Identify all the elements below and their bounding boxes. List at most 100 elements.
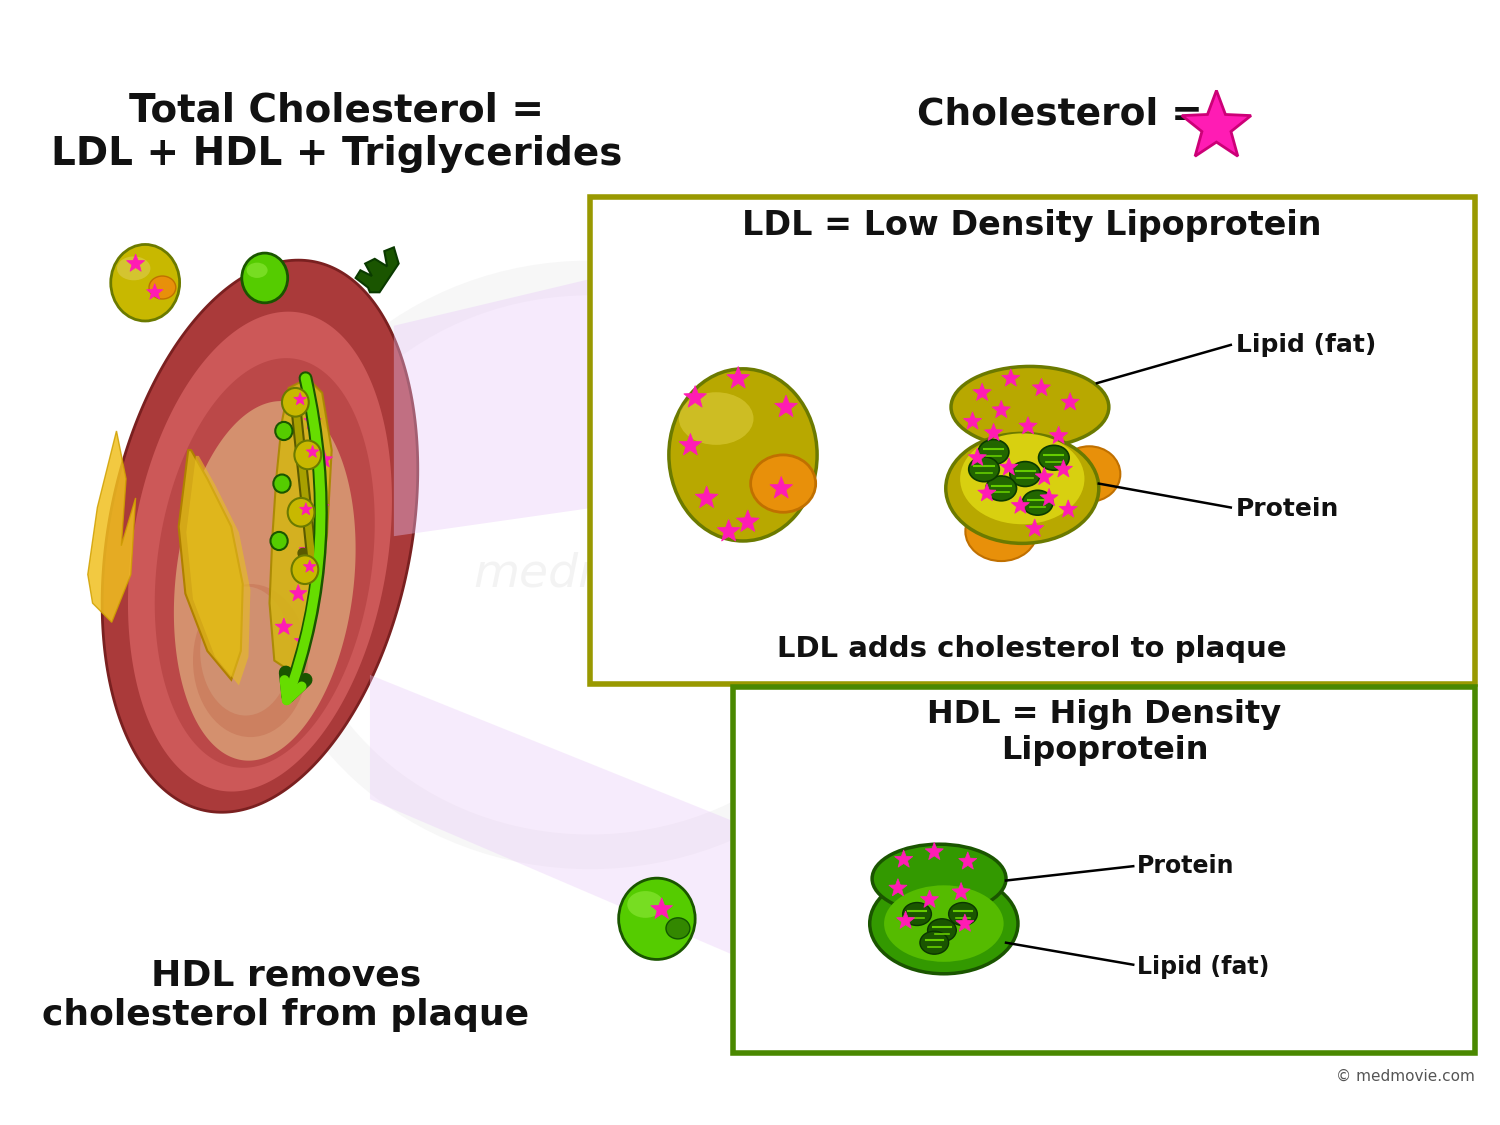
Ellipse shape [111, 244, 180, 321]
Polygon shape [717, 520, 740, 541]
Text: © medmovie.com: © medmovie.com [1336, 1069, 1474, 1083]
Ellipse shape [117, 256, 150, 280]
Polygon shape [736, 510, 759, 531]
Polygon shape [370, 675, 738, 957]
Ellipse shape [1058, 447, 1120, 502]
Polygon shape [897, 911, 915, 928]
Polygon shape [1035, 467, 1053, 485]
Polygon shape [1002, 369, 1020, 386]
Polygon shape [774, 395, 798, 416]
Ellipse shape [627, 891, 663, 918]
Polygon shape [274, 618, 292, 634]
Polygon shape [680, 433, 702, 454]
Text: LDL = Low Density Lipoprotein: LDL = Low Density Lipoprotein [742, 209, 1322, 242]
Text: Total Cholesterol =
LDL + HDL + Triglycerides: Total Cholesterol = LDL + HDL + Triglyce… [51, 91, 622, 173]
Polygon shape [154, 358, 375, 768]
Text: HDL removes
cholesterol from plaque: HDL removes cholesterol from plaque [42, 958, 530, 1032]
Ellipse shape [871, 844, 1006, 914]
Polygon shape [696, 486, 718, 507]
Polygon shape [284, 398, 300, 414]
Ellipse shape [969, 457, 999, 482]
Ellipse shape [246, 262, 267, 278]
Polygon shape [1019, 416, 1036, 434]
Polygon shape [270, 378, 332, 670]
Ellipse shape [948, 902, 978, 926]
Ellipse shape [194, 584, 308, 737]
Ellipse shape [1023, 490, 1053, 515]
Polygon shape [300, 503, 312, 515]
Polygon shape [1040, 488, 1058, 505]
FancyBboxPatch shape [734, 687, 1474, 1053]
Text: HDL = High Density
Lipoprotein: HDL = High Density Lipoprotein [927, 699, 1281, 766]
Polygon shape [306, 446, 320, 458]
Polygon shape [1000, 458, 1018, 475]
Ellipse shape [870, 873, 1018, 974]
Polygon shape [1026, 519, 1044, 537]
Polygon shape [956, 914, 974, 932]
Ellipse shape [750, 455, 816, 512]
Polygon shape [728, 367, 750, 388]
Text: medmovie.com: medmovie.com [474, 552, 840, 597]
Polygon shape [921, 890, 939, 908]
Ellipse shape [960, 433, 1084, 524]
Ellipse shape [148, 276, 176, 299]
Text: LDL adds cholesterol to plaque: LDL adds cholesterol to plaque [777, 634, 1287, 663]
Polygon shape [88, 431, 135, 622]
Polygon shape [298, 541, 316, 558]
Polygon shape [958, 852, 976, 870]
Text: Lipid (fat): Lipid (fat) [1236, 333, 1376, 357]
Ellipse shape [966, 502, 1036, 561]
Polygon shape [356, 248, 399, 292]
Polygon shape [974, 384, 992, 400]
Ellipse shape [291, 556, 318, 584]
Ellipse shape [986, 476, 1017, 501]
Ellipse shape [1010, 461, 1041, 486]
Polygon shape [963, 412, 981, 429]
Polygon shape [651, 898, 672, 918]
Text: Lipid (fat): Lipid (fat) [1137, 955, 1269, 979]
Ellipse shape [273, 475, 291, 493]
Polygon shape [312, 498, 328, 515]
Text: Protein: Protein [1236, 497, 1340, 521]
Ellipse shape [884, 885, 1004, 962]
Ellipse shape [927, 919, 957, 942]
Polygon shape [984, 423, 1002, 441]
Ellipse shape [680, 393, 753, 444]
Text: Protein: Protein [1137, 854, 1234, 879]
FancyBboxPatch shape [590, 197, 1474, 684]
Ellipse shape [618, 879, 695, 960]
Polygon shape [304, 413, 321, 429]
Polygon shape [174, 402, 356, 760]
Polygon shape [952, 882, 970, 900]
Polygon shape [147, 284, 164, 299]
Polygon shape [315, 451, 333, 467]
Polygon shape [894, 849, 914, 867]
Ellipse shape [294, 441, 321, 469]
Ellipse shape [978, 440, 1010, 465]
Polygon shape [294, 632, 312, 649]
Polygon shape [1182, 90, 1251, 156]
Polygon shape [303, 560, 316, 573]
Polygon shape [1054, 460, 1072, 477]
Polygon shape [684, 386, 706, 407]
Ellipse shape [1038, 446, 1070, 470]
Polygon shape [290, 585, 308, 601]
Ellipse shape [666, 918, 690, 939]
Polygon shape [1011, 496, 1029, 513]
Ellipse shape [282, 388, 309, 416]
Text: Cholesterol =: Cholesterol = [916, 97, 1216, 133]
Polygon shape [978, 484, 996, 501]
Polygon shape [102, 260, 419, 812]
Ellipse shape [920, 932, 948, 954]
Ellipse shape [200, 586, 291, 716]
Ellipse shape [669, 369, 818, 541]
Ellipse shape [903, 902, 932, 926]
Polygon shape [394, 278, 594, 537]
Polygon shape [926, 843, 944, 860]
Ellipse shape [276, 422, 292, 440]
Polygon shape [128, 312, 392, 792]
Ellipse shape [270, 532, 288, 550]
Polygon shape [178, 450, 243, 680]
Ellipse shape [946, 433, 1100, 543]
Polygon shape [294, 393, 306, 405]
